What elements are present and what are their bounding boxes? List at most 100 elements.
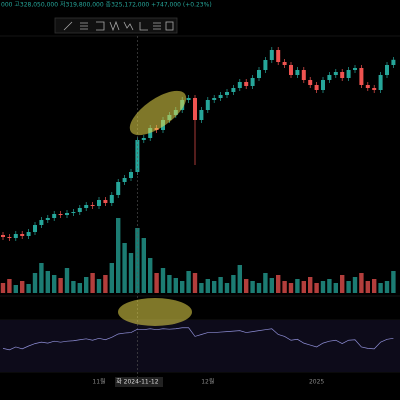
volume-bar [327,279,332,293]
candle-body [1,235,5,237]
volume-bar [45,271,50,293]
candle-body [365,85,370,88]
candle-body [301,70,306,80]
volume-bar [359,273,364,293]
candle-body [250,78,255,86]
volume-bar [212,281,217,293]
candle-body [391,59,396,65]
candle-body [385,65,389,75]
candle-body [346,70,351,78]
candle-body [327,75,332,80]
candle-body [20,234,25,236]
volume-bar [109,263,114,293]
candle-body [26,232,31,236]
volume-bar [269,278,274,293]
candle-body [148,128,153,138]
volume-bar [263,273,268,293]
volume-bar [64,268,70,293]
candle-body [212,98,217,100]
candle-body [71,212,76,213]
candle-body [193,98,197,120]
volume-bar [224,283,230,293]
volume-bar [160,268,166,293]
candle-body [333,72,338,75]
volume-bar [32,273,38,293]
tool-wave[interactable] [123,21,134,31]
volume-bar [77,283,82,293]
volume-bar [20,281,25,293]
highlight [118,298,192,326]
candle-body [276,50,281,62]
candle-body [269,50,274,60]
tool-channel[interactable] [96,21,105,31]
volume-bar [13,285,18,293]
volume-bar [218,277,223,293]
rsi-line [2,327,394,351]
volume-bar [237,265,242,293]
volume-bar [308,277,313,293]
volume-bar [391,271,396,293]
drawing-toolbar[interactable] [54,17,178,34]
candle-body [84,205,89,208]
x-tick-label: 2025 [309,379,324,386]
candle-body [244,82,249,86]
volume-bar [365,281,370,293]
volume-bar [96,279,102,293]
candle-body [340,72,345,78]
candle-body [282,62,287,65]
candle-body [257,70,261,78]
x-tick-label: 12월 [201,378,214,386]
tool-hlines[interactable] [80,22,88,30]
volume-bar [90,273,95,293]
volume-bar [333,283,338,293]
tool-fib[interactable] [153,22,161,30]
volume-bar [128,253,134,293]
candle-body [321,80,325,90]
volume-bar [173,278,178,293]
volume-bar [122,243,127,293]
candle-body [7,237,12,238]
candle-body [308,80,313,85]
candle-body [378,75,383,90]
tool-box[interactable] [165,21,174,31]
volume-bar [7,279,12,293]
highlight [129,90,187,136]
candle-body [116,182,121,195]
tool-pattern[interactable] [109,20,120,32]
volume-bar [288,283,294,293]
tool-measure[interactable] [139,22,148,31]
volume-bar [384,281,390,293]
volume-bar [26,284,31,293]
candle-body [103,200,108,203]
volume-bar [167,275,172,293]
rsi-band [0,320,400,372]
volume-bar [192,273,198,293]
volume-bar [282,281,287,293]
candle-body [77,208,82,212]
candle-body [205,100,210,110]
candle-body [295,70,300,75]
volume-bar [52,275,57,293]
candle-body [231,88,236,92]
candle-body [353,68,357,70]
volume-bar [148,258,153,293]
volume-bar [116,218,121,293]
candle-body [13,234,18,238]
volume-bar [244,279,249,293]
volume-bar [71,281,76,293]
candle-body [141,138,146,140]
candle-body [122,178,127,182]
tool-line[interactable] [63,21,73,31]
volume-bar [372,279,377,293]
volume-bar [199,283,204,293]
ohlc-header: 000 고328,050,000 저319,800,000 종325,172,0… [1,1,212,9]
candle-body [129,172,133,178]
volume-bar [346,281,351,293]
candle-body [45,218,50,220]
volume-bar [301,281,306,293]
volume-bar [231,275,236,293]
candle-body [314,85,319,90]
candle-body [263,60,268,70]
volume-bar [141,238,146,293]
